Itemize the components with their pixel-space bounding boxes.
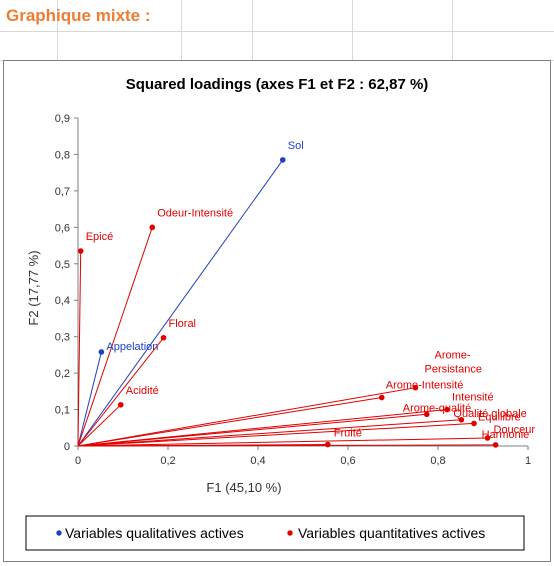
vector-appelation [77,351,102,447]
legend-label-quantitative: Variables quantitatives actives [298,525,485,541]
data-points [77,157,499,448]
data-labels: Sol Appelation Epicé Odeur-Intensité Floral A… [86,140,536,441]
label-harmonie: Harmonie [482,429,530,441]
legend-marker-quantitative [287,530,293,536]
point-intensite [444,406,450,413]
point-appelation [98,349,105,355]
label-fruite: Fruité [334,428,362,440]
x-tick-label: 0,6 [340,455,355,467]
sheet-gridline [0,31,554,32]
point-epice [77,248,84,254]
legend-frame [25,515,525,551]
vector-douceur [77,437,488,447]
x-tick-label: 0,2 [160,455,175,467]
label-douceur: Douceur [494,424,536,436]
label-appelation: Appelation [106,341,158,353]
point-arome-persistance [412,384,419,391]
x-axis-label: F1 (45,10 %) [206,480,281,495]
vector-floral [77,337,164,447]
scatter-chart: Squared loadings (axes F1 et F2 : 62,87 … [25,76,536,551]
point-arome-qualite [423,411,430,418]
y-tick-label: 0,4 [55,295,70,307]
y-tick-label: 0,9 [55,113,70,125]
loading-vectors [77,159,496,447]
sheet-gridline [181,0,182,60]
y-tick-label: 0,8 [55,149,70,161]
point-qualite-globale [458,416,465,423]
x-tick-label: 1 [525,455,531,467]
point-douceur [484,435,491,441]
point-acidite [117,402,124,408]
point-sol [279,157,286,163]
label-arome-qualite: Arome-qualité [403,402,471,414]
label-arome-intensite: Arome-Intensité [386,380,464,392]
y-tick-label: 0 [64,441,70,453]
x-tick-label: 0,4 [250,455,265,467]
y-tick-label: 0,5 [55,259,70,271]
vector-acidite [77,404,122,447]
vector-sol [77,159,284,447]
label-epice: Epicé [86,231,114,243]
label-floral: Floral [169,318,197,330]
point-equilibre [471,420,477,427]
sheet-gridline [352,0,353,60]
vector-arome-persistance [77,387,416,447]
vector-arome-qualite [77,413,427,447]
point-harmonie [492,442,499,448]
point-arome-intensite [378,394,385,401]
y-tick-label: 0,6 [55,222,70,234]
y-tick-label: 0,1 [55,405,70,417]
vector-equilibre [77,422,475,447]
sheet-gridline [452,0,453,60]
chart-container[interactable]: Squared loadings (axes F1 et F2 : 62,87 … [3,60,551,562]
x-tick-label: 0 [75,455,81,467]
sheet-gridline [252,0,253,60]
y-tick-label: 0,3 [55,332,70,344]
chart-title: Squared loadings (axes F1 et F2 : 62,87 … [126,76,429,93]
sheet-gridline [57,0,58,60]
vector-odeur-intensite [77,227,153,447]
x-tick-label: 0,8 [430,455,445,467]
chart-legend: Variables qualitatives actives Variables… [25,515,525,551]
vector-qualite-globale [77,419,462,447]
sheet-title: Graphique mixte : [6,6,151,25]
point-odeur-intensite [149,224,156,231]
y-axis-label: F2 (17,77 %) [26,250,41,325]
y-tick-label: 0,7 [55,186,70,198]
label-equilibre: Equilibre [478,411,521,423]
y-tick-label: 0,2 [55,368,70,380]
legend-marker-qualitative [56,530,62,536]
label-acidite: Acidité [126,385,159,397]
chart-axes: 0 0,1 0,2 0,3 0,4 0,5 0,6 0,7 0,8 0,9 0 0,2 0,4 0,6 0,… [55,113,531,467]
label-sol: Sol [288,140,304,152]
vector-arome-intensite [77,397,382,447]
label-intensite: Intensité [452,392,494,404]
point-floral [160,334,167,341]
label-odeur-intensite: Odeur-Intensité [157,207,233,219]
point-fruite [324,441,331,448]
label-arome-persistance: Arome-Persistance [425,350,482,376]
label-qualite-globale: Qualité globale [453,408,526,420]
vector-fruite [77,444,328,447]
legend-label-qualitative: Variables qualitatives actives [65,525,244,541]
vector-epice [77,251,82,447]
